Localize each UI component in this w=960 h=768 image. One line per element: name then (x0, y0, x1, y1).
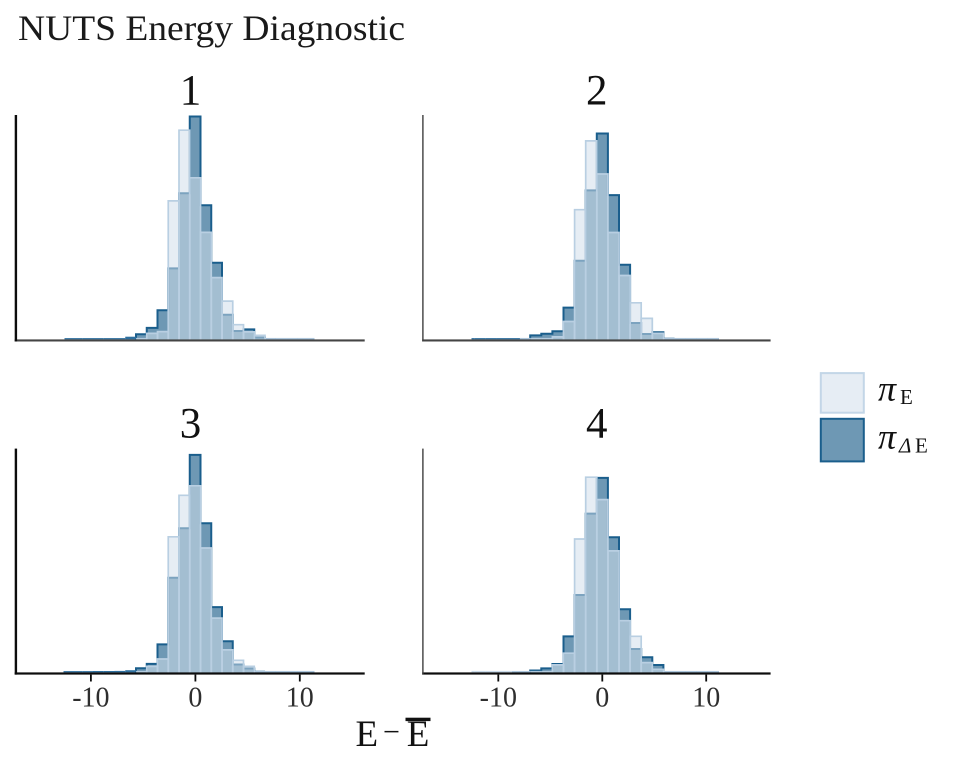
svg-text:10: 10 (286, 682, 314, 713)
svg-text:π: π (878, 369, 897, 409)
svg-text:2: 2 (586, 68, 608, 115)
svg-text:E: E (915, 434, 928, 458)
svg-text:4: 4 (586, 400, 608, 447)
svg-text:-10: -10 (72, 682, 109, 713)
svg-text:−: − (383, 716, 400, 749)
svg-text:1: 1 (180, 68, 202, 115)
svg-text:0: 0 (188, 682, 202, 713)
svg-text:10: 10 (692, 682, 720, 713)
svg-text:π: π (878, 417, 897, 457)
svg-text:Δ: Δ (898, 434, 911, 458)
svg-text:E: E (407, 714, 430, 755)
svg-text:-10: -10 (480, 682, 517, 713)
svg-text:3: 3 (180, 400, 202, 447)
svg-text:E: E (356, 714, 379, 755)
svg-text:E: E (900, 385, 913, 409)
svg-text:NUTS Energy Diagnostic: NUTS Energy Diagnostic (18, 8, 405, 48)
svg-text:0: 0 (595, 682, 609, 713)
